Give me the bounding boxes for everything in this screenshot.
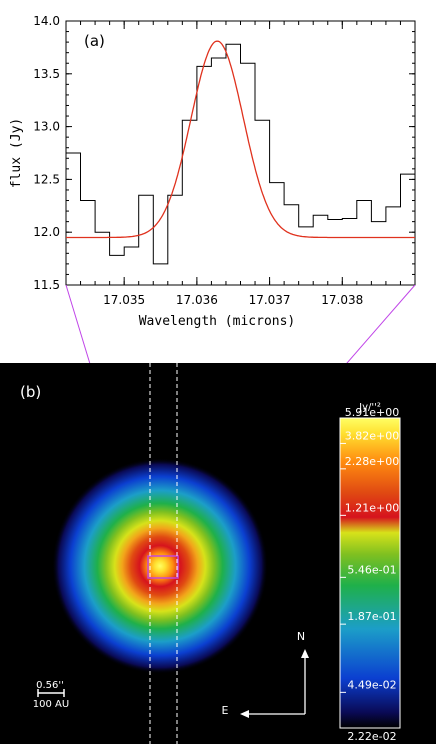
- x-tick-label: 17.038: [321, 293, 363, 307]
- scale-bar-top-label: 0.56'': [36, 680, 64, 691]
- scale-bar-bottom-label: 100 AU: [33, 699, 69, 710]
- colorbar-tick-label: 5.46e-01: [347, 563, 396, 576]
- colorbar: [339, 417, 401, 729]
- x-tick-label: 17.036: [176, 293, 218, 307]
- spectrum-panel: (a) 11.512.012.513.013.514.0 17.035 17.03…: [9, 14, 416, 329]
- colorbar-tick-label: 4.49e-02: [347, 678, 396, 691]
- colorbar-tick-label: 2.22e-02: [347, 730, 396, 743]
- y-tick-label: 12.5: [33, 172, 60, 186]
- x-tick-label: 17.037: [249, 293, 291, 307]
- observed-spectrum-series: [66, 43, 415, 265]
- y-axis-label: flux (Jy): [9, 118, 24, 188]
- compass-east-label: E: [222, 704, 229, 717]
- image-panel: (b) Jy/''² 5.91e+00 3.82e+00 2.28e+00 1.21e…: [0, 363, 436, 744]
- panel-label-a: (a): [84, 32, 105, 50]
- y-tick-label: 11.5: [33, 278, 60, 292]
- y-tick-label: 13.0: [33, 120, 60, 134]
- aperture-box: [147, 555, 179, 579]
- scale-bar: [37, 689, 65, 697]
- colorbar-ticks: 5.91e+00 3.82e+00 2.28e+00 1.21e+00 5.46e-01…: [340, 406, 399, 743]
- x-tick-label: 17.035: [103, 293, 145, 307]
- colorbar-tick-label: 1.87e-01: [347, 610, 396, 623]
- x-axis: 17.035 17.036 17.037 17.038: [65, 21, 416, 307]
- y-tick-label: 14.0: [33, 14, 60, 28]
- y-tick-label: 12.0: [33, 225, 60, 239]
- panel-label-b: (b): [20, 383, 41, 401]
- colorbar-title: Jy/''²: [358, 402, 381, 413]
- colorbar-tick-label: 2.28e+00: [345, 455, 399, 468]
- y-tick-label: 13.5: [33, 67, 60, 81]
- y-axis: 11.5 12.0 12.5 13.0 13.5 14.0: [33, 14, 415, 292]
- x-axis-label: Wavelength (microns): [139, 314, 296, 329]
- colorbar-tick-label: 3.82e+00: [345, 429, 399, 442]
- colorbar-tick-label: 1.21e+00: [345, 501, 399, 514]
- source-emission-blob: [52, 458, 268, 674]
- compass-north-label: N: [297, 630, 305, 643]
- gaussian-fit-series: [66, 40, 415, 239]
- compass-arrows: [240, 649, 309, 718]
- colorbar-tick-label: 5.91e+00: [345, 406, 399, 419]
